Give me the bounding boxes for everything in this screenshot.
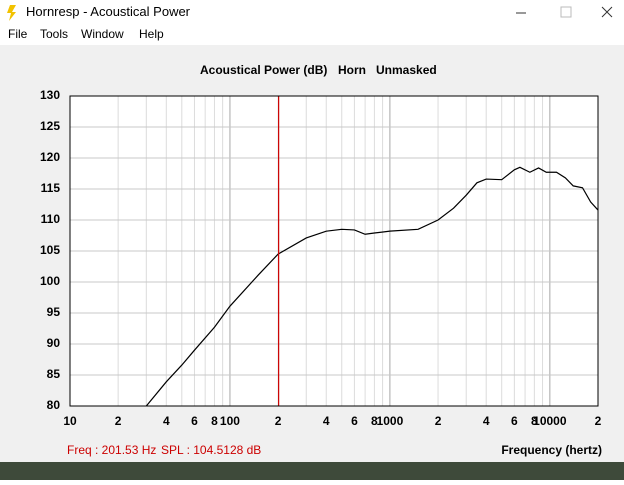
y-tick-label: 80 [47, 398, 61, 412]
x-tick-label: 8 [371, 414, 378, 428]
x-tick-label: 2 [595, 414, 602, 428]
cursor-spl: SPL : 104.5128 dB [161, 443, 261, 457]
y-tick-label: 90 [47, 336, 61, 350]
plot-border [69, 95, 599, 407]
y-tick-label: 100 [40, 274, 60, 288]
x-tick-label: 8 [211, 414, 218, 428]
chart-title: Unmasked [376, 63, 437, 77]
x-tick-label: 4 [323, 414, 330, 428]
menu-bar [0, 25, 624, 45]
x-tick-label: 6 [511, 414, 518, 428]
x-tick-label: 6 [191, 414, 198, 428]
menu-item[interactable]: Tools [40, 27, 68, 41]
window-title: Hornresp - Acoustical Power [26, 4, 191, 19]
x-axis-label: Frequency (hertz) [501, 443, 602, 457]
x-tick-label: 4 [163, 414, 170, 428]
y-tick-label: 115 [41, 181, 61, 195]
app-icon [7, 5, 16, 21]
maximize-button[interactable] [560, 6, 572, 18]
close-button[interactable] [601, 6, 613, 18]
x-tick-label: 6 [351, 414, 358, 428]
x-tick-label: 2 [435, 414, 442, 428]
x-tick-label: 2 [115, 414, 122, 428]
menu-item[interactable]: Help [139, 27, 164, 41]
y-tick-label: 85 [47, 367, 61, 381]
cursor-frequency: Freq : 201.53 Hz [67, 443, 156, 457]
y-tick-label: 110 [41, 212, 61, 226]
chart-title: Acoustical Power (dB) [200, 63, 327, 77]
y-tick-label: 130 [40, 88, 60, 102]
x-tick-label: 10 [63, 414, 77, 428]
x-tick-label: 1000 [377, 414, 404, 428]
x-tick-label: 2 [275, 414, 282, 428]
menu-item[interactable]: Window [81, 27, 124, 41]
x-tick-label: 10000 [533, 414, 567, 428]
y-tick-label: 120 [40, 150, 60, 164]
x-tick-label: 8 [531, 414, 538, 428]
x-tick-label: 100 [220, 414, 240, 428]
y-tick-label: 125 [40, 119, 60, 133]
data-line [145, 166, 599, 407]
chart-title: Horn [338, 63, 366, 77]
y-tick-label: 105 [40, 243, 60, 257]
desktop-strip [0, 462, 624, 480]
y-tick-label: 95 [47, 305, 61, 319]
x-tick-label: 4 [483, 414, 490, 428]
menu-item[interactable]: File [8, 27, 28, 41]
